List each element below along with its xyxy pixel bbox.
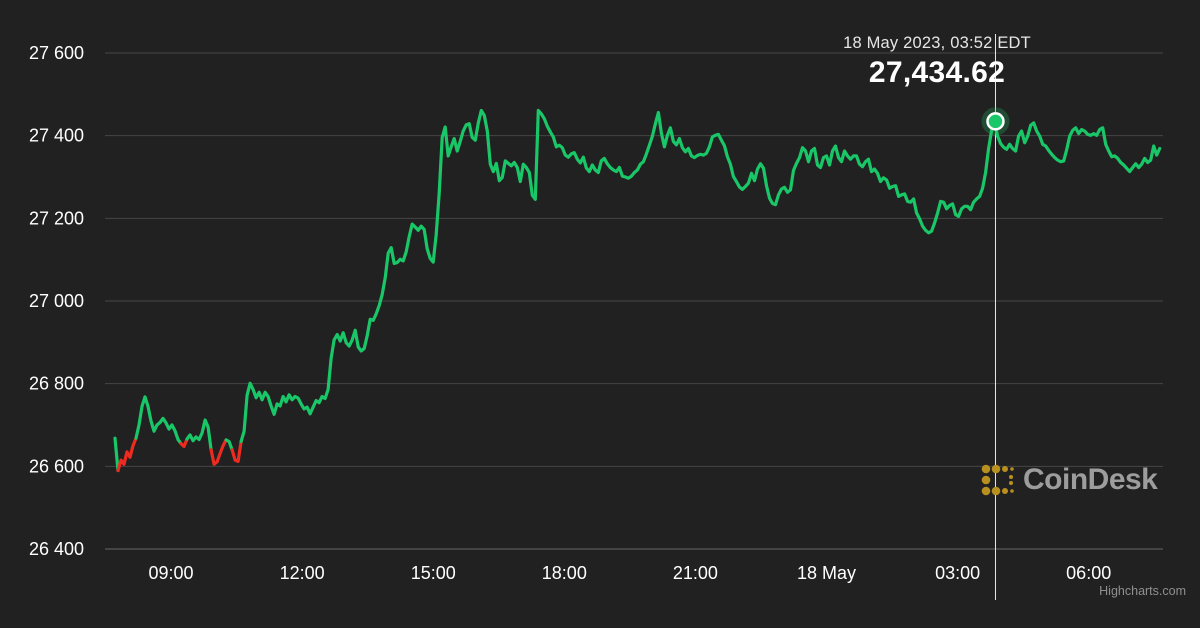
current-price-marker[interactable] [986,112,1005,131]
price-line-segment [116,436,138,473]
price-line-segment [230,439,243,463]
x-axis-label: 06:00 [1066,563,1111,583]
x-axis-label: 09:00 [148,563,193,583]
y-axis-label: 26 400 [29,539,84,559]
y-axis-label: 27 600 [29,43,84,63]
price-line-segment [224,438,234,452]
x-axis-label: 12:00 [280,563,325,583]
y-axis-label: 26 600 [29,456,84,476]
x-axis-label: 21:00 [673,563,718,583]
coindesk-dots-icon [981,464,1014,496]
coindesk-logo: CoinDesk [980,461,1158,499]
y-axis-label: 27 400 [29,126,84,146]
x-axis-label: 15:00 [411,563,456,583]
price-line-segment [239,108,1162,444]
x-axis-label: 18 May [797,563,856,583]
y-axis-label: 27 200 [29,208,84,228]
price-line-segment [134,395,183,446]
price-line-segment [209,438,228,466]
price-line-segment [113,436,120,473]
price-line-segment [179,437,189,449]
highcharts-credit[interactable]: Highcharts.com [1099,584,1186,598]
x-axis-label: 03:00 [935,563,980,583]
coindesk-logo-text: CoinDesk [1023,463,1158,496]
x-axis-label: 18:00 [542,563,587,583]
y-axis-label: 27 000 [29,291,84,311]
price-line-segment [185,418,213,452]
y-axis-label: 26 800 [29,374,84,394]
